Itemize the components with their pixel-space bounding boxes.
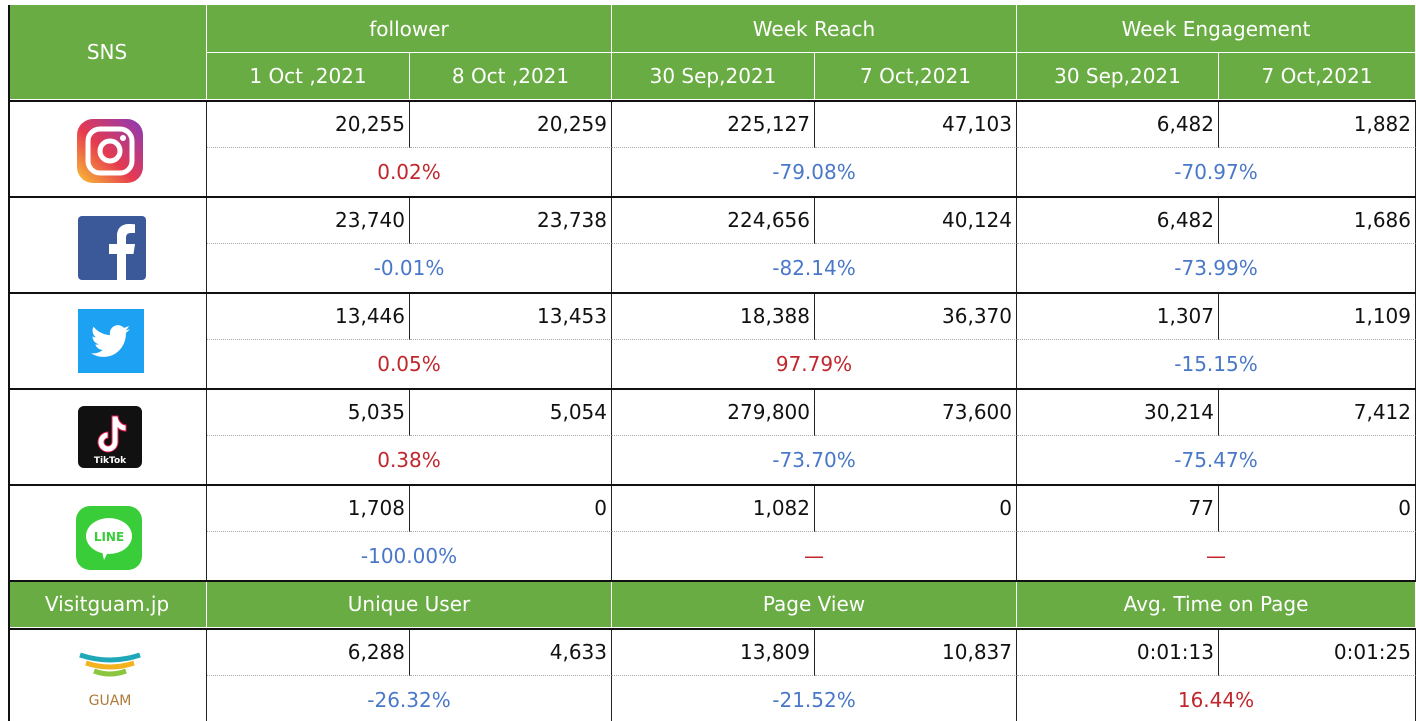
- date-header: 8 Oct ,2021: [410, 53, 612, 100]
- change-cell: -82.14%: [612, 244, 1017, 292]
- date-header: 1 Oct ,2021: [207, 53, 410, 100]
- change-cell: -79.08%: [612, 148, 1017, 196]
- line-icon: LINE: [76, 506, 142, 570]
- change-cell: —: [612, 532, 1017, 580]
- value-cell: 23,740: [207, 196, 410, 244]
- date-header: 30 Sep,2021: [1017, 53, 1219, 100]
- icon-cell: [8, 388, 207, 484]
- table-border: [8, 5, 10, 721]
- group-header: Unique User: [207, 580, 612, 628]
- icon-cell: [8, 628, 207, 721]
- value-cell: 6,288: [207, 628, 410, 676]
- value-cell: 1,882: [1219, 100, 1416, 148]
- value-cell: 224,656: [612, 196, 815, 244]
- change-cell: 0.05%: [207, 340, 612, 388]
- change-cell: -26.32%: [207, 676, 612, 721]
- value-cell: 20,259: [410, 100, 612, 148]
- change-cell: -73.70%: [612, 436, 1017, 484]
- change-cell: -21.52%: [612, 676, 1017, 721]
- icon-cell: [8, 100, 207, 196]
- instagram-icon: [77, 119, 143, 183]
- change-cell: -15.15%: [1017, 340, 1416, 388]
- group-header: follower: [207, 5, 612, 53]
- change-cell: -100.00%: [207, 532, 612, 580]
- twitter-icon: [78, 309, 144, 373]
- svg-text:LINE: LINE: [94, 530, 124, 544]
- facebook-icon: [78, 216, 146, 280]
- value-cell: 7,412: [1219, 388, 1416, 436]
- guam-logo: GUAM: [79, 652, 141, 709]
- row-separator: [8, 292, 1416, 294]
- value-cell: 10,837: [815, 628, 1017, 676]
- value-cell: 6,482: [1017, 196, 1219, 244]
- change-cell: 16.44%: [1017, 676, 1416, 721]
- value-cell: 13,453: [410, 292, 612, 340]
- row-separator: [8, 100, 1416, 102]
- sns-header: SNS: [8, 5, 207, 100]
- value-cell: 40,124: [815, 196, 1017, 244]
- icon-cell: [8, 292, 207, 388]
- group-header: Avg. Time on Page: [1017, 580, 1416, 628]
- date-header: 30 Sep,2021: [612, 53, 815, 100]
- value-cell: 77: [1017, 484, 1219, 532]
- value-cell: 1,708: [207, 484, 410, 532]
- value-cell: 13,809: [612, 628, 815, 676]
- value-cell: 0: [815, 484, 1017, 532]
- change-cell: —: [1017, 532, 1416, 580]
- web-header: Visitguam.jp: [8, 580, 207, 628]
- value-cell: 30,214: [1017, 388, 1219, 436]
- row-separator: [8, 580, 1416, 582]
- row-separator: [8, 388, 1416, 390]
- date-header: 7 Oct,2021: [815, 53, 1017, 100]
- value-cell: 18,388: [612, 292, 815, 340]
- change-cell: -75.47%: [1017, 436, 1416, 484]
- value-cell: 0: [1219, 484, 1416, 532]
- icon-cell: [8, 484, 207, 580]
- value-cell: 73,600: [815, 388, 1017, 436]
- group-header: Page View: [612, 580, 1017, 628]
- value-cell: 6,482: [1017, 100, 1219, 148]
- value-cell: 0:01:25: [1219, 628, 1416, 676]
- value-cell: 225,127: [612, 100, 815, 148]
- svg-text:TikTok: TikTok: [94, 456, 127, 466]
- value-cell: 0: [410, 484, 612, 532]
- icon-cell: [8, 196, 207, 292]
- row-separator: [8, 196, 1416, 198]
- value-cell: 47,103: [815, 100, 1017, 148]
- date-header: 7 Oct,2021: [1219, 53, 1416, 100]
- value-cell: 4,633: [410, 628, 612, 676]
- change-cell: -70.97%: [1017, 148, 1416, 196]
- value-cell: 36,370: [815, 292, 1017, 340]
- group-header: Week Engagement: [1017, 5, 1416, 53]
- value-cell: 0:01:13: [1017, 628, 1219, 676]
- change-cell: 0.02%: [207, 148, 612, 196]
- change-cell: 97.79%: [612, 340, 1017, 388]
- value-cell: 1,082: [612, 484, 815, 532]
- value-cell: 23,738: [410, 196, 612, 244]
- row-separator: [8, 628, 1416, 630]
- row-separator: [8, 484, 1416, 486]
- guam-logo-text: GUAM: [89, 693, 132, 709]
- change-cell: 0.38%: [207, 436, 612, 484]
- value-cell: 279,800: [612, 388, 815, 436]
- group-header: Week Reach: [612, 5, 1017, 53]
- value-cell: 5,054: [410, 388, 612, 436]
- value-cell: 1,109: [1219, 292, 1416, 340]
- change-cell: -0.01%: [207, 244, 612, 292]
- tiktok-icon: TikTok: [78, 406, 142, 468]
- value-cell: 20,255: [207, 100, 410, 148]
- change-cell: -73.99%: [1017, 244, 1416, 292]
- value-cell: 1,686: [1219, 196, 1416, 244]
- value-cell: 13,446: [207, 292, 410, 340]
- value-cell: 1,307: [1017, 292, 1219, 340]
- value-cell: 5,035: [207, 388, 410, 436]
